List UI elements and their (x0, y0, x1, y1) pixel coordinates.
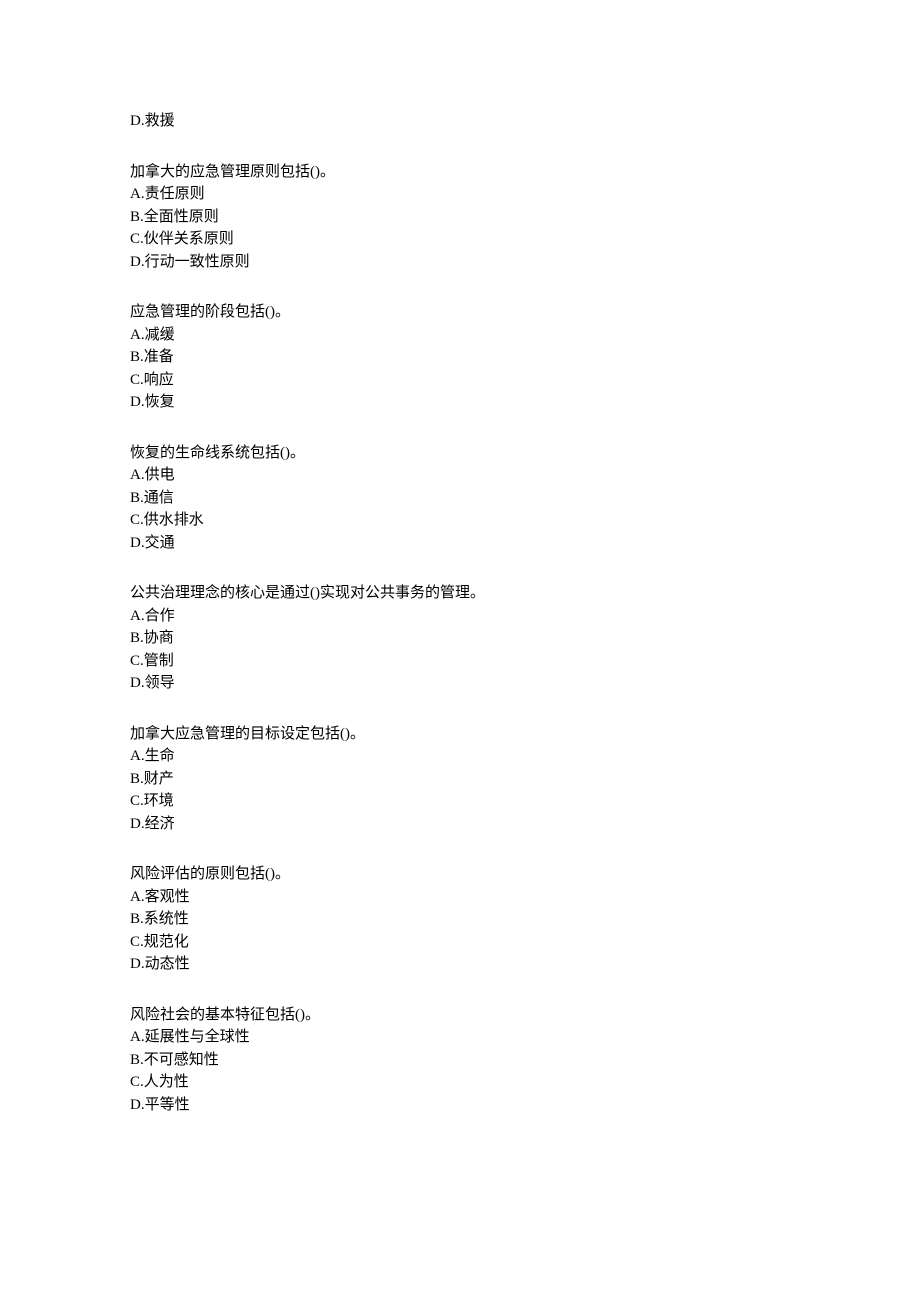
option-b: B.财产 (130, 768, 790, 791)
option-a: A.客观性 (130, 886, 790, 909)
option-b: B.全面性原则 (130, 206, 790, 229)
option-a: A.生命 (130, 745, 790, 768)
question-text: 恢复的生命线系统包括()。 (130, 442, 790, 465)
option-d: D.恢复 (130, 391, 790, 414)
option-b: B.通信 (130, 487, 790, 510)
question-text: 加拿大的应急管理原则包括()。 (130, 161, 790, 184)
option-a: A.合作 (130, 605, 790, 628)
question-block: 恢复的生命线系统包括()。 A.供电 B.通信 C.供水排水 D.交通 (130, 442, 790, 555)
option-a: A.供电 (130, 464, 790, 487)
question-block: 风险评估的原则包括()。 A.客观性 B.系统性 C.规范化 D.动态性 (130, 863, 790, 976)
question-text: 风险评估的原则包括()。 (130, 863, 790, 886)
question-text: 应急管理的阶段包括()。 (130, 301, 790, 324)
option-a: A.减缓 (130, 324, 790, 347)
option-c: C.管制 (130, 650, 790, 673)
question-block: 公共治理理念的核心是通过()实现对公共事务的管理。 A.合作 B.协商 C.管制… (130, 582, 790, 695)
option-c: C.伙伴关系原则 (130, 228, 790, 251)
option-c: C.人为性 (130, 1071, 790, 1094)
question-block: 加拿大应急管理的目标设定包括()。 A.生命 B.财产 C.环境 D.经济 (130, 723, 790, 836)
question-block: 应急管理的阶段包括()。 A.减缓 B.准备 C.响应 D.恢复 (130, 301, 790, 414)
orphan-option: D.救援 (130, 110, 790, 133)
option-b: B.系统性 (130, 908, 790, 931)
option-d: D.动态性 (130, 953, 790, 976)
option-a: A.责任原则 (130, 183, 790, 206)
question-text: 加拿大应急管理的目标设定包括()。 (130, 723, 790, 746)
option-d: D.行动一致性原则 (130, 251, 790, 274)
option-c: C.规范化 (130, 931, 790, 954)
option-c: C.环境 (130, 790, 790, 813)
option-d: D.平等性 (130, 1094, 790, 1117)
option-b: B.协商 (130, 627, 790, 650)
question-block: 风险社会的基本特征包括()。 A.延展性与全球性 B.不可感知性 C.人为性 D… (130, 1004, 790, 1117)
question-text: 风险社会的基本特征包括()。 (130, 1004, 790, 1027)
question-text: 公共治理理念的核心是通过()实现对公共事务的管理。 (130, 582, 790, 605)
option-d: D.经济 (130, 813, 790, 836)
option-c: C.供水排水 (130, 509, 790, 532)
question-block: 加拿大的应急管理原则包括()。 A.责任原则 B.全面性原则 C.伙伴关系原则 … (130, 161, 790, 274)
option-a: A.延展性与全球性 (130, 1026, 790, 1049)
option-b: B.准备 (130, 346, 790, 369)
option-b: B.不可感知性 (130, 1049, 790, 1072)
option-d: D.领导 (130, 672, 790, 695)
option-d: D.交通 (130, 532, 790, 555)
option-c: C.响应 (130, 369, 790, 392)
